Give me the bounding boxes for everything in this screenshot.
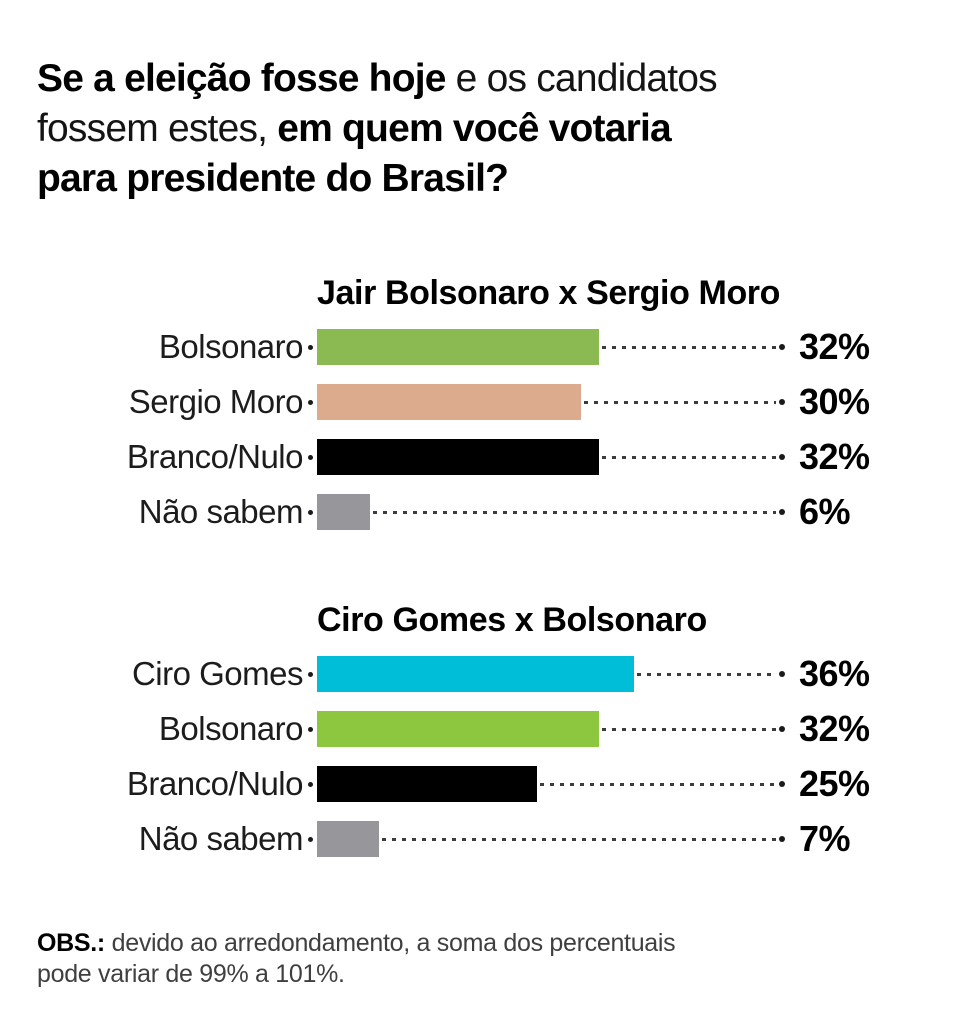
leader-start-dot-wrap [303,781,317,787]
chart-row: Branco/Nulo 25% [37,763,917,804]
chart-row: Sergio Moro 30% [37,381,917,422]
leader-end-dot [779,344,785,350]
leader-start-dot-wrap [303,454,317,460]
dotted-leader [601,727,776,731]
bar-track [317,711,785,747]
chart-rows: Ciro Gomes 36% Bolsonaro 32% [37,653,917,859]
footnote-line-1: OBS.: devido ao arredondamento, a soma d… [37,928,857,959]
bar-track [317,494,785,530]
category-label: Bolsonaro [158,710,304,747]
value-label: 25% [799,763,870,804]
value-label: 32% [799,436,870,477]
footnote-text-line2: pode variar de 99% a 101%. [37,960,345,988]
value-label: 36% [799,653,870,694]
value-label: 7% [799,818,851,859]
category-label: Branco/Nulo [126,438,304,475]
leader-end-dot [779,726,785,732]
bar [317,439,599,475]
title-line-2: fossem estes, em quem você votaria [37,104,907,154]
dotted-leader [381,837,776,841]
category-label: Não sabem [138,493,304,530]
dotted-leader [636,672,776,676]
title-line2-regular: fossem estes, [37,107,278,150]
chart-row: Bolsonaro 32% [37,708,917,749]
chart-ciro-gomes-x-bolsonaro: Ciro Gomes x Bolsonaro Ciro Gomes 36% Bo… [37,599,917,859]
bar-track [317,384,785,420]
footnote: OBS.: devido ao arredondamento, a soma d… [37,928,857,990]
leader-start-dot-wrap [303,509,317,515]
title-line1-bold: Se a eleição fosse hoje [37,57,446,100]
value-label: 6% [799,491,851,532]
category-label: Branco/Nulo [126,765,304,802]
footnote-text-line1: devido ao arredondamento, a soma dos per… [111,929,676,957]
chart-jair-bolsonaro-x-sergio-moro: Jair Bolsonaro x Sergio Moro Bolsonaro 3… [37,272,917,532]
leader-start-dot-wrap [303,671,317,677]
bar [317,656,634,692]
leader-start-dot-wrap [303,836,317,842]
leader-start-dot-wrap [303,344,317,350]
leader-start-dot [307,344,313,350]
chart-rows: Bolsonaro 32% Sergio Moro 30% [37,326,917,532]
bar [317,494,370,530]
bar [317,711,599,747]
bar-track [317,439,785,475]
category-label: Ciro Gomes [131,655,304,692]
leader-start-dot [307,399,313,405]
leader-end-dot [779,454,785,460]
leader-end-dot [779,781,785,787]
bar-track [317,329,785,365]
chart-title: Jair Bolsonaro x Sergio Moro [317,274,781,312]
leader-end-dot [779,671,785,677]
title-line1-regular: e os candidatos [445,57,718,100]
leader-start-dot [307,509,313,515]
dotted-leader [601,345,776,349]
page-title: Se a eleição fosse hoje e os candidatos … [37,54,907,204]
title-line2-bold: em quem você votaria [277,107,671,150]
value-label: 32% [799,326,870,367]
dotted-leader [540,782,776,786]
dotted-leader [372,510,776,514]
value-label: 32% [799,708,870,749]
leader-end-dot [779,399,785,405]
category-label: Bolsonaro [158,328,304,365]
leader-start-dot [307,836,313,842]
leader-start-dot-wrap [303,726,317,732]
footnote-line-2: pode variar de 99% a 101%. [37,959,857,990]
bar-track [317,821,785,857]
leader-start-dot [307,454,313,460]
chart-row: Não sabem 7% [37,818,917,859]
footnote-obs-label: OBS.: [37,929,105,957]
chart-row: Ciro Gomes 36% [37,653,917,694]
bar [317,821,379,857]
bar [317,384,581,420]
title-line-1: Se a eleição fosse hoje e os candidatos [37,54,907,104]
value-label: 30% [799,381,870,422]
dotted-leader [584,400,776,404]
leader-start-dot [307,671,313,677]
leader-end-dot [779,509,785,515]
chart-row: Não sabem 6% [37,491,917,532]
bar-track [317,656,785,692]
bar [317,766,537,802]
title-line-3: para presidente do Brasil? [37,154,907,204]
chart-title: Ciro Gomes x Bolsonaro [317,601,707,639]
category-label: Sergio Moro [128,383,304,420]
bar [317,329,599,365]
leader-start-dot [307,781,313,787]
leader-start-dot [307,726,313,732]
dotted-leader [601,455,776,459]
chart-row: Branco/Nulo 32% [37,436,917,477]
title-line3-bold: para presidente do Brasil? [37,157,509,200]
chart-row: Bolsonaro 32% [37,326,917,367]
leader-end-dot [779,836,785,842]
category-label: Não sabem [138,820,304,857]
leader-start-dot-wrap [303,399,317,405]
bar-track [317,766,785,802]
